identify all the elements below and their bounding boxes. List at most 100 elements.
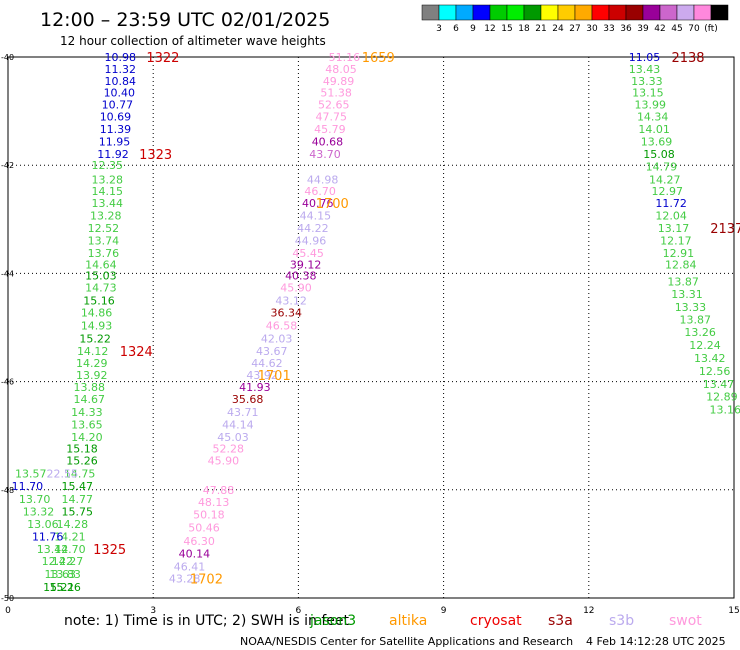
wave-height-point: 11.05: [629, 51, 661, 64]
wave-height-point: 15.22: [79, 332, 111, 345]
wave-height-point: 11.39: [100, 123, 132, 136]
wave-height-point: 13.16: [710, 404, 740, 417]
pass-number-label: 1659: [362, 51, 395, 66]
y-tick-label: -50: [1, 594, 14, 603]
pass-number-label: 1700: [316, 197, 349, 212]
wave-height-point: 41.93: [239, 381, 271, 394]
colorbar-label: 6: [453, 24, 459, 34]
wave-height-point: 13.32: [23, 505, 55, 518]
colorbar-swatch: [557, 4, 576, 21]
wave-height-point: 13.06: [27, 518, 59, 531]
wave-height-point: 46.30: [183, 535, 215, 548]
plot-frame: [7, 56, 735, 599]
wave-height-point: 15.16: [83, 294, 115, 307]
wave-height-point: 52.65: [318, 99, 350, 112]
colorbar-swatch: [540, 4, 559, 21]
wave-height-point: 13.88: [74, 381, 106, 394]
colorbar-label: 18: [518, 24, 530, 34]
colorbar-swatch: [489, 4, 508, 21]
x-tick-label: 9: [441, 606, 447, 616]
chart-title: 12:00 – 23:59 UTC 02/01/2025: [40, 9, 330, 31]
wave-height-point: 46.41: [174, 561, 206, 574]
wave-height-point: 14.29: [76, 357, 108, 370]
grid-lines: [8, 57, 734, 598]
wave-height-point: 10.77: [102, 99, 134, 112]
wave-height-point: 15.18: [66, 443, 98, 456]
wave-height-point: 11.92: [97, 148, 129, 161]
wave-height-point: 13.26: [684, 326, 716, 339]
pass-number-label: 2138: [671, 51, 704, 66]
colorbar-swatch: [574, 4, 593, 21]
wave-height-point: 15.21: [43, 581, 75, 594]
wave-height-point: 12.04: [655, 210, 687, 223]
x-tick-label: 6: [296, 606, 302, 616]
wave-height-point: 44.15: [300, 210, 332, 223]
satellite-legend: jason3 altika cryosat s3a s3b swot: [309, 613, 702, 629]
wave-height-point: 43.12: [275, 294, 307, 307]
wave-height-point: 14.75: [64, 468, 96, 481]
colorbar-label: 70: [688, 24, 700, 34]
wave-height-point: 13.87: [680, 313, 712, 326]
wave-height-point: 13.28: [91, 173, 123, 186]
wave-height-point: 12.56: [699, 365, 731, 378]
wave-height-point: 43.67: [256, 345, 288, 358]
y-tick-label: -48: [1, 486, 14, 495]
wave-height-point: 13.44: [91, 197, 123, 210]
chart-subtitle: 12 hour collection of altimeter wave hei…: [60, 34, 326, 48]
wave-height-point: 43.70: [309, 148, 341, 161]
wave-height-point: 49.89: [323, 75, 355, 88]
colorbar-swatch: [676, 4, 695, 21]
legend-entry-s3a: s3a: [548, 613, 573, 629]
x-tick-label: 15: [728, 606, 739, 616]
colorbar-swatch: [455, 4, 474, 21]
wave-height-point: 12.89: [706, 391, 738, 404]
colorbar-swatch: [693, 4, 712, 21]
wave-height-point: 44.98: [307, 173, 339, 186]
wave-height-point: 40.14: [179, 548, 211, 561]
wave-height-point: 13.28: [90, 210, 122, 223]
pass-number-label: 2137: [710, 222, 740, 237]
wave-height-point: 43.92: [246, 369, 278, 382]
wave-height-point: 10.84: [105, 75, 137, 88]
wave-height-point: 14.20: [71, 431, 103, 444]
wave-height-point: 13.63: [45, 568, 77, 581]
wave-height-point: 45.79: [314, 123, 346, 136]
wave-height-point: 35.68: [232, 393, 264, 406]
pass-number-label: 1702: [190, 573, 223, 588]
wave-height-point: 14.15: [91, 185, 123, 198]
wave-height-point: 10.40: [104, 87, 136, 100]
wave-height-point: 13.47: [703, 378, 735, 391]
wave-height-point: 46.70: [304, 185, 336, 198]
wave-height-point: 11.70: [12, 480, 44, 493]
wave-height-point: 13.65: [71, 418, 103, 431]
wave-height-point: 14.77: [61, 493, 93, 506]
wave-height-point: 48.13: [198, 496, 230, 509]
wave-height-point: 13.69: [641, 135, 673, 148]
wave-height-point: 40.68: [312, 135, 344, 148]
colorbar-legend: 3 6 9 12 15 18 21 24 27 30 33 36 39 42 45 70 (ft): [421, 4, 729, 34]
wave-height-point: 45.90: [208, 455, 240, 468]
colorbar-swatch: [438, 4, 457, 21]
colorbar-label: 3: [436, 24, 442, 34]
colorbar-label: 9: [470, 24, 476, 34]
footer-credit: NOAA/NESDIS Center for Satellite Applica…: [240, 635, 573, 648]
wave-height-point: 14.28: [57, 518, 89, 531]
colorbar-swatch: [472, 4, 491, 21]
wave-height-point: 44.96: [295, 234, 327, 247]
wave-height-point: 14.33: [71, 406, 103, 419]
wave-height-point: 14.64: [85, 259, 117, 272]
wave-height-point: 13.33: [675, 301, 707, 314]
colorbar-label: 24: [552, 24, 564, 34]
wave-height-point: 43.71: [227, 406, 259, 419]
wave-height-point: 12.17: [660, 234, 692, 247]
colorbar-swatch: [642, 4, 661, 21]
wave-height-point: 14.34: [637, 111, 669, 124]
wave-height-point: 47.75: [316, 111, 348, 124]
wave-height-point: 14.27: [52, 555, 84, 568]
wave-height-point: 15.26: [66, 455, 98, 468]
wave-height-point: 14.79: [646, 160, 678, 173]
wave-height-point: 13.87: [667, 276, 699, 289]
wave-height-point: 13.74: [88, 234, 120, 247]
footer-timestamp: 4 Feb 14:12:28 UTC 2025: [586, 635, 726, 648]
